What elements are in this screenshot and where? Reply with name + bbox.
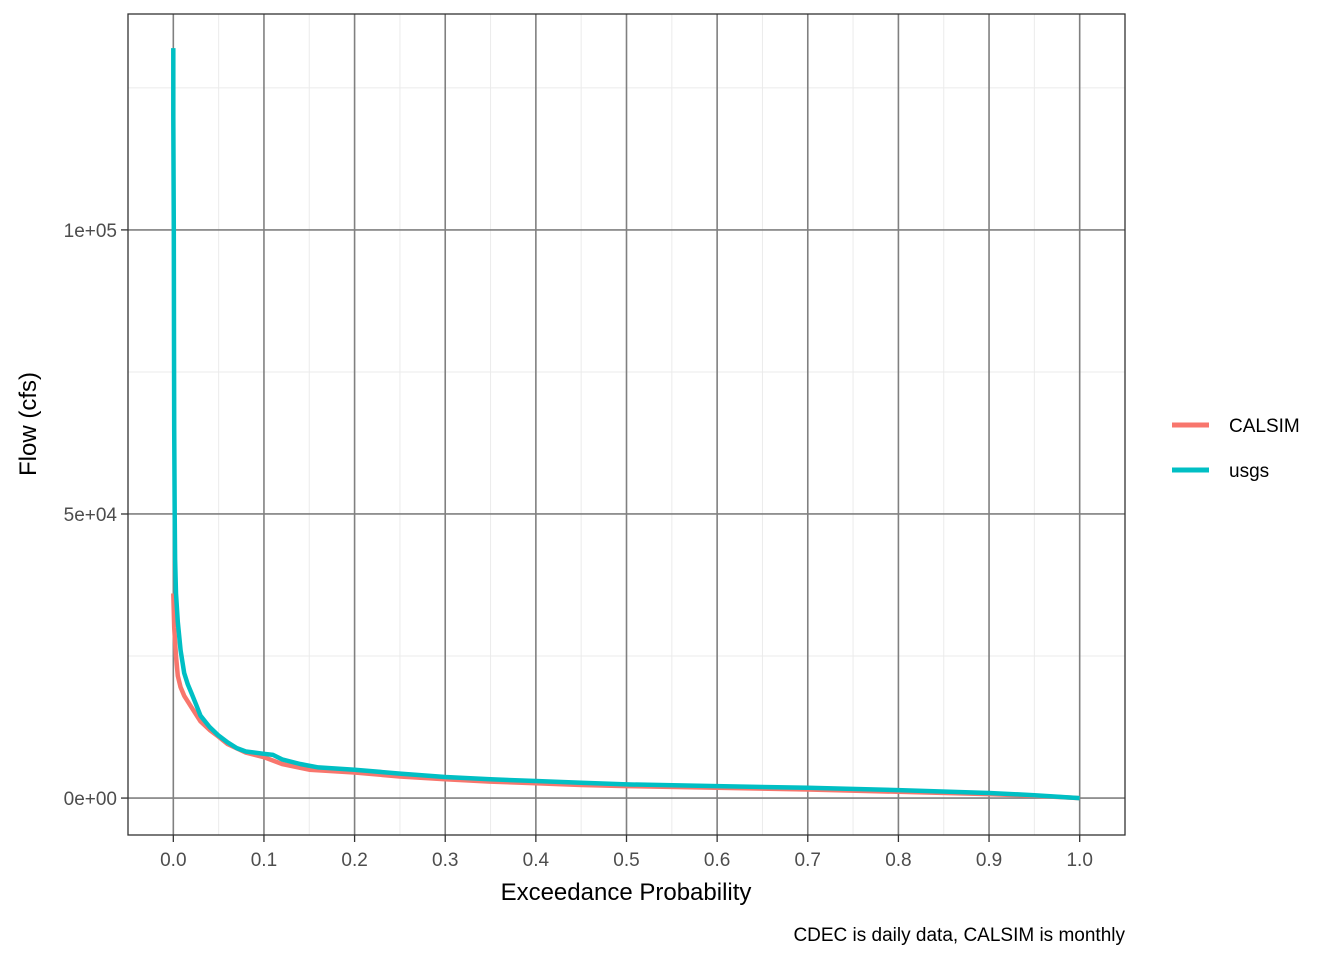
x-tick-label: 0.0 — [160, 850, 186, 871]
y-tick-label: 1e+05 — [64, 221, 117, 242]
major-grid — [128, 14, 1125, 835]
x-tick-label: 0.2 — [341, 850, 367, 871]
x-tick-label: 0.3 — [432, 850, 458, 871]
x-tick-label: 0.9 — [976, 850, 1002, 871]
y-axis-title: Flow (cfs) — [15, 372, 42, 476]
x-axis-ticks: 0.0 0.1 0.2 0.3 0.4 0.5 0.6 0.7 0.8 0.9 1.0 — [160, 835, 1093, 871]
x-tick-label: 0.5 — [613, 850, 639, 871]
series-layer — [171, 48, 1080, 801]
y-tick-label: 5e+04 — [64, 505, 118, 526]
legend-label-usgs: usgs — [1229, 461, 1269, 482]
x-tick-label: 0.8 — [885, 850, 911, 871]
legend: CALSIM usgs — [1172, 416, 1300, 482]
series-line-usgs — [171, 48, 1080, 801]
chart-caption: CDEC is daily data, CALSIM is monthly — [793, 925, 1125, 946]
x-tick-label: 0.6 — [704, 850, 730, 871]
legend-label-calsim: CALSIM — [1229, 416, 1300, 437]
x-tick-label: 0.7 — [795, 850, 821, 871]
x-tick-label: 1.0 — [1066, 850, 1092, 871]
x-tick-label: 0.1 — [251, 850, 277, 871]
y-tick-label: 0e+00 — [64, 789, 117, 810]
x-tick-label: 0.4 — [523, 850, 550, 871]
x-axis-title: Exceedance Probability — [501, 879, 752, 906]
y-axis-ticks: 0e+00 5e+04 1e+05 — [64, 221, 128, 810]
